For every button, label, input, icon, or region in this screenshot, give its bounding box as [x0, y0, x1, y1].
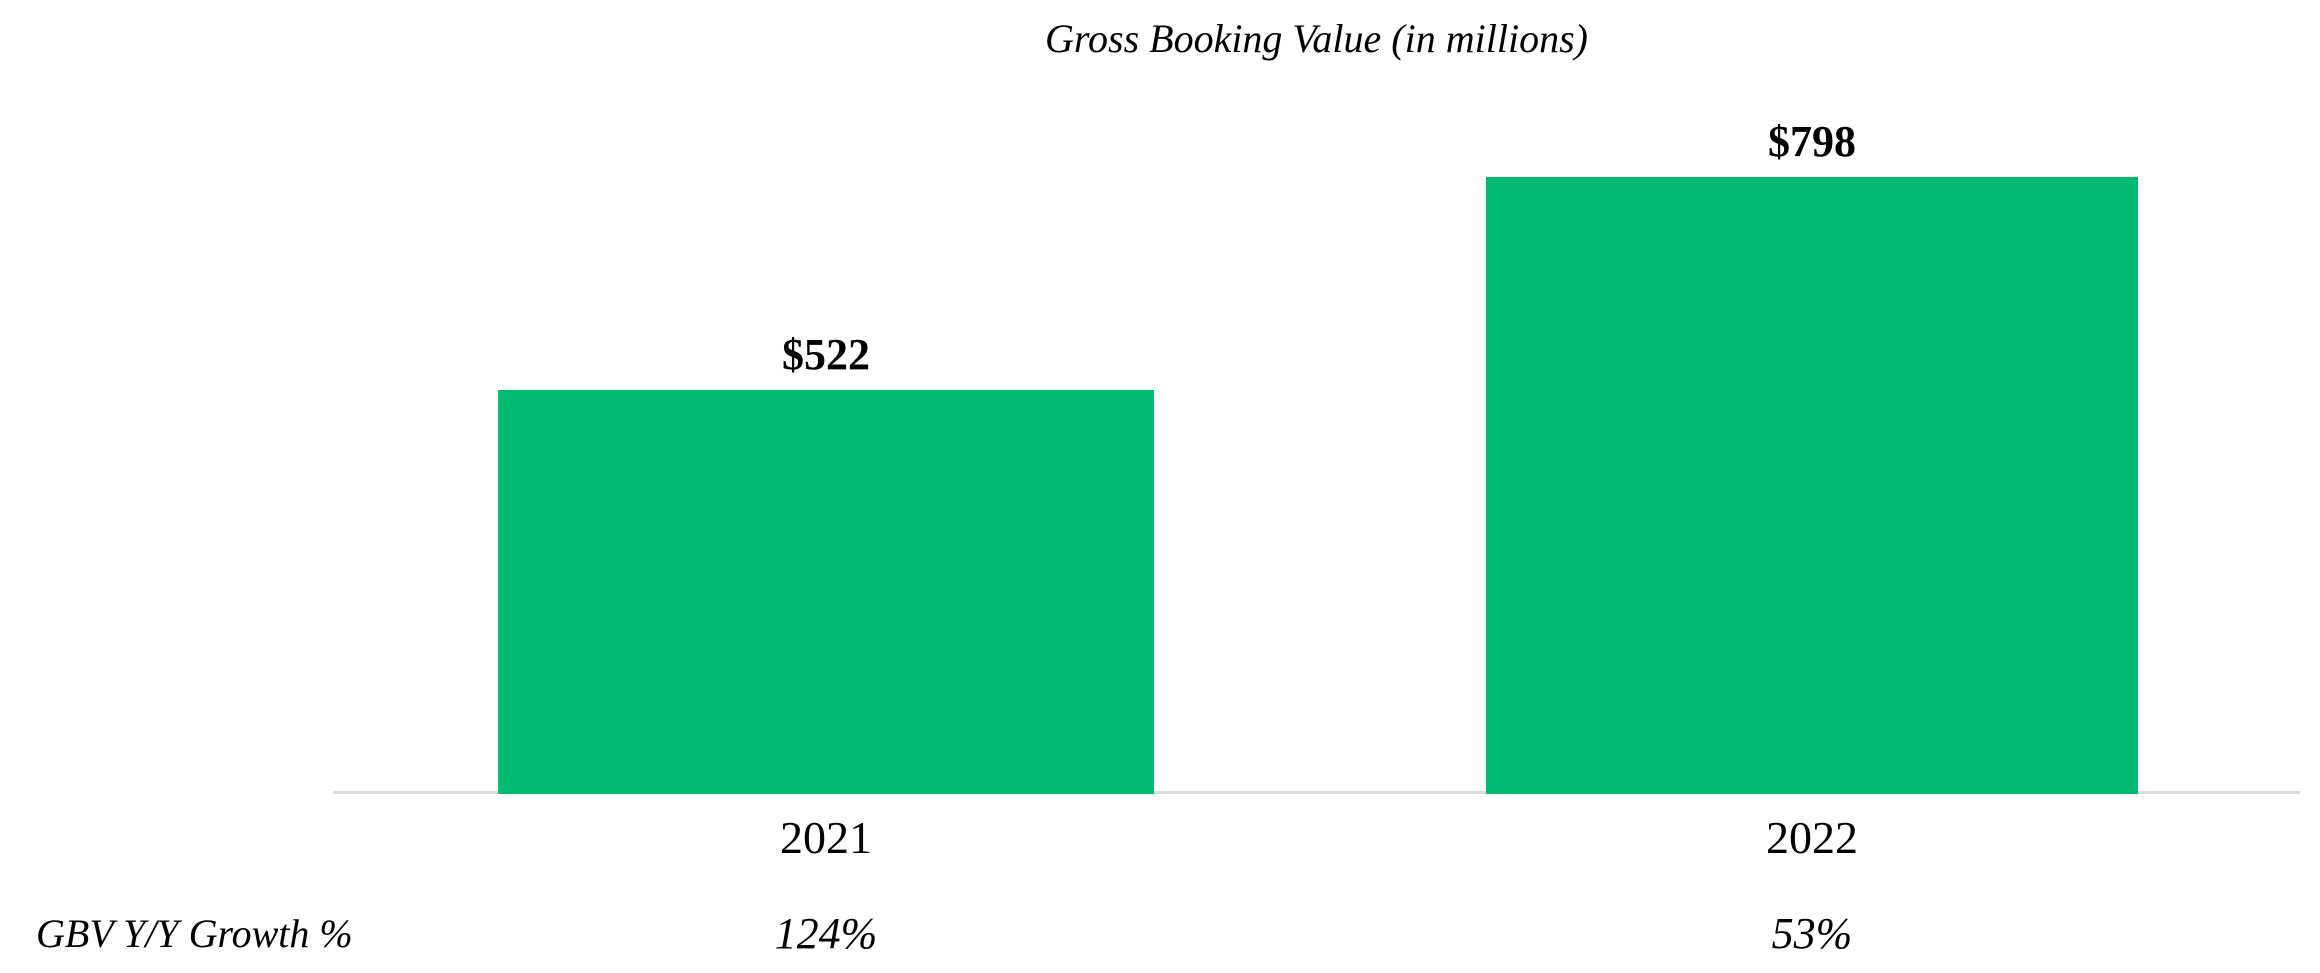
x-axis-label-2021: 2021: [780, 812, 872, 863]
bar-value-label-2022: $798: [1768, 117, 1856, 166]
x-axis-label-2022: 2022: [1766, 812, 1858, 863]
growth-value-2021: 124%: [774, 909, 878, 958]
x-axis-line: [333, 791, 2300, 794]
chart-title: Gross Booking Value (in millions): [1045, 16, 1588, 61]
growth-row-label: GBV Y/Y Growth %: [36, 911, 353, 956]
bar-2021: [498, 390, 1154, 794]
bar-2022: [1486, 177, 2138, 794]
growth-value-2022: 53%: [1771, 909, 1853, 958]
bar-value-label-2021: $522: [782, 330, 870, 379]
